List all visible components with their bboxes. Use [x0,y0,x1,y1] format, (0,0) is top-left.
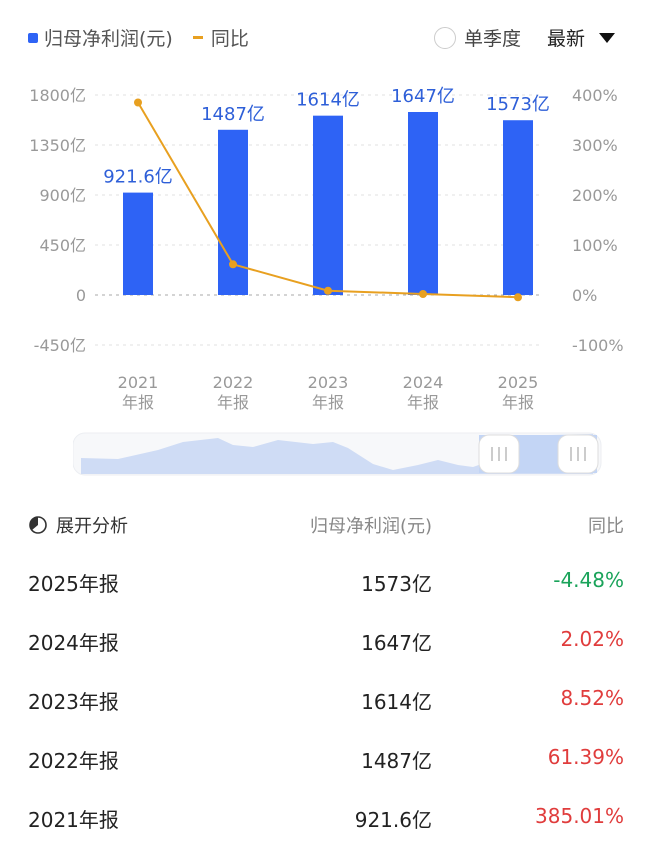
range-slider[interactable] [73,432,603,478]
y-left-tick-label: 1800亿 [29,86,86,105]
x-tick-label: 2022 [213,373,254,392]
table-row[interactable]: 2025年报 1573亿 -4.48% [28,568,624,597]
x-tick-label: 年报 [407,393,439,412]
x-tick-label: 2025 [498,373,539,392]
y-right-tick-label: 0% [572,286,597,305]
yoy-cell: 385.01% [535,804,624,828]
table-row[interactable]: 2022年报 1487亿 61.39% [28,745,624,774]
x-tick-label: 年报 [312,393,344,412]
yoy-point[interactable] [514,293,522,302]
yoy-point[interactable] [134,98,142,107]
table-row[interactable]: 2021年报 921.6亿 385.01% [28,804,624,833]
y-right-tick-label: 400% [572,86,618,105]
y-left-tick-label: 900亿 [39,186,86,205]
dropdown-arrow-icon[interactable] [599,32,616,43]
slider-preview-area [81,434,593,474]
yoy-column-header: 同比 [588,516,624,537]
bar-data-label: 921.6亿 [103,167,173,188]
bar-data-label: 1614亿 [296,90,360,111]
y-left-tick-label: -450亿 [34,336,86,355]
y-left-tick-label: 0 [76,286,86,305]
value-cell: 1614亿 [361,690,432,714]
y-right-tick-label: 300% [572,136,618,155]
x-tick-label: 2021 [118,373,159,392]
yoy-cell: -4.48% [553,568,624,592]
value-cell: 1647亿 [361,631,432,655]
table-row[interactable]: 2024年报 1647亿 2.02% [28,627,624,656]
bar-data-label: 1647亿 [391,86,455,107]
yoy-point[interactable] [324,286,332,295]
y-left-tick-label: 450亿 [39,236,86,255]
value-cell: 1487亿 [361,749,432,773]
chart-legend: 归母净利润(元) 同比 [28,24,249,51]
value-cell: 1573亿 [361,572,432,596]
yoy-point[interactable] [419,289,427,298]
y-left-tick-label: 1350亿 [29,136,86,155]
quarter-label[interactable]: 单季度 [464,28,522,50]
x-tick-label: 2024 [403,373,444,392]
slider-right-handle[interactable] [557,434,599,474]
yoy-cell: 61.39% [547,745,624,769]
pie-chart-icon [29,516,47,534]
table-row[interactable]: 2023年报 1614亿 8.52% [28,686,624,715]
bar-data-label: 1573亿 [486,94,550,115]
bar[interactable] [218,129,248,295]
bar[interactable] [503,120,533,295]
period-cell: 2021年报 [28,808,119,832]
line-legend-label[interactable]: 同比 [210,28,249,50]
bar[interactable] [408,112,438,295]
quarter-radio[interactable] [434,26,456,49]
x-tick-label: 年报 [217,393,249,412]
bar-legend-marker [28,32,38,43]
bar-legend-label[interactable]: 归母净利润(元) [44,28,173,50]
y-right-tick-label: -100% [572,336,624,355]
y-right-tick-label: 100% [572,236,618,255]
period-cell: 2024年报 [28,631,119,655]
value-cell: 921.6亿 [354,808,432,832]
expand-analysis-button[interactable]: 展开分析 [56,516,128,537]
bar[interactable] [123,192,153,295]
value-column-header: 归母净利润(元) [309,516,432,537]
period-cell: 2025年报 [28,572,119,596]
yoy-point[interactable] [229,260,237,269]
chart: 1800亿 400% 1350亿 300% 900亿 200% 450亿 100% 0 0% -45… [29,86,624,412]
period-cell: 2023年报 [28,690,119,714]
y-right-tick-label: 200% [572,186,618,205]
x-tick-label: 年报 [122,393,154,412]
bar[interactable] [313,115,343,295]
yoy-cell: 8.52% [560,686,624,710]
slider-left-handle[interactable] [478,434,520,474]
line-legend-marker [192,36,203,39]
yoy-cell: 2.02% [560,627,624,651]
period-cell: 2022年报 [28,749,119,773]
bar-data-label: 1487亿 [201,104,265,125]
x-tick-label: 2023 [308,373,349,392]
x-tick-label: 年报 [502,393,534,412]
sort-dropdown[interactable]: 最新 [547,28,586,50]
